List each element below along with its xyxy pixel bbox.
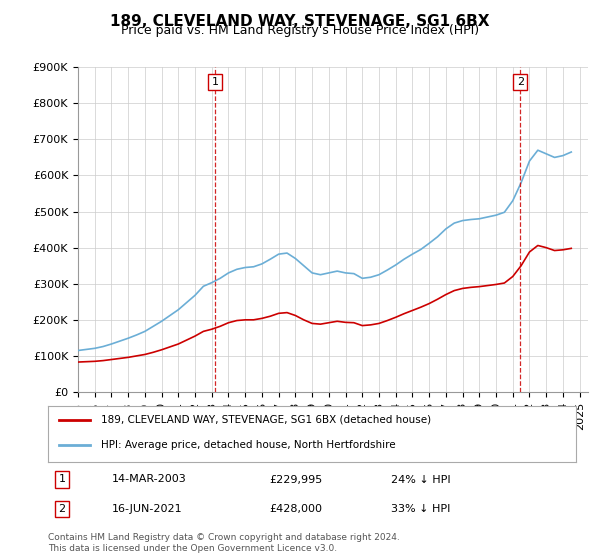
Text: Contains HM Land Registry data © Crown copyright and database right 2024.
This d: Contains HM Land Registry data © Crown c… <box>48 533 400 553</box>
Text: 2: 2 <box>59 504 65 514</box>
Text: 1: 1 <box>212 77 218 87</box>
Text: 33% ↓ HPI: 33% ↓ HPI <box>391 504 451 514</box>
Text: 14-MAR-2003: 14-MAR-2003 <box>112 474 186 484</box>
Text: 189, CLEVELAND WAY, STEVENAGE, SG1 6BX: 189, CLEVELAND WAY, STEVENAGE, SG1 6BX <box>110 14 490 29</box>
Text: £229,995: £229,995 <box>270 474 323 484</box>
Text: HPI: Average price, detached house, North Hertfordshire: HPI: Average price, detached house, Nort… <box>101 440 395 450</box>
Text: Price paid vs. HM Land Registry's House Price Index (HPI): Price paid vs. HM Land Registry's House … <box>121 24 479 37</box>
Text: 24% ↓ HPI: 24% ↓ HPI <box>391 474 451 484</box>
Text: 16-JUN-2021: 16-JUN-2021 <box>112 504 182 514</box>
Text: £428,000: £428,000 <box>270 504 323 514</box>
Text: 1: 1 <box>59 474 65 484</box>
Text: 189, CLEVELAND WAY, STEVENAGE, SG1 6BX (detached house): 189, CLEVELAND WAY, STEVENAGE, SG1 6BX (… <box>101 415 431 425</box>
Text: 2: 2 <box>517 77 524 87</box>
